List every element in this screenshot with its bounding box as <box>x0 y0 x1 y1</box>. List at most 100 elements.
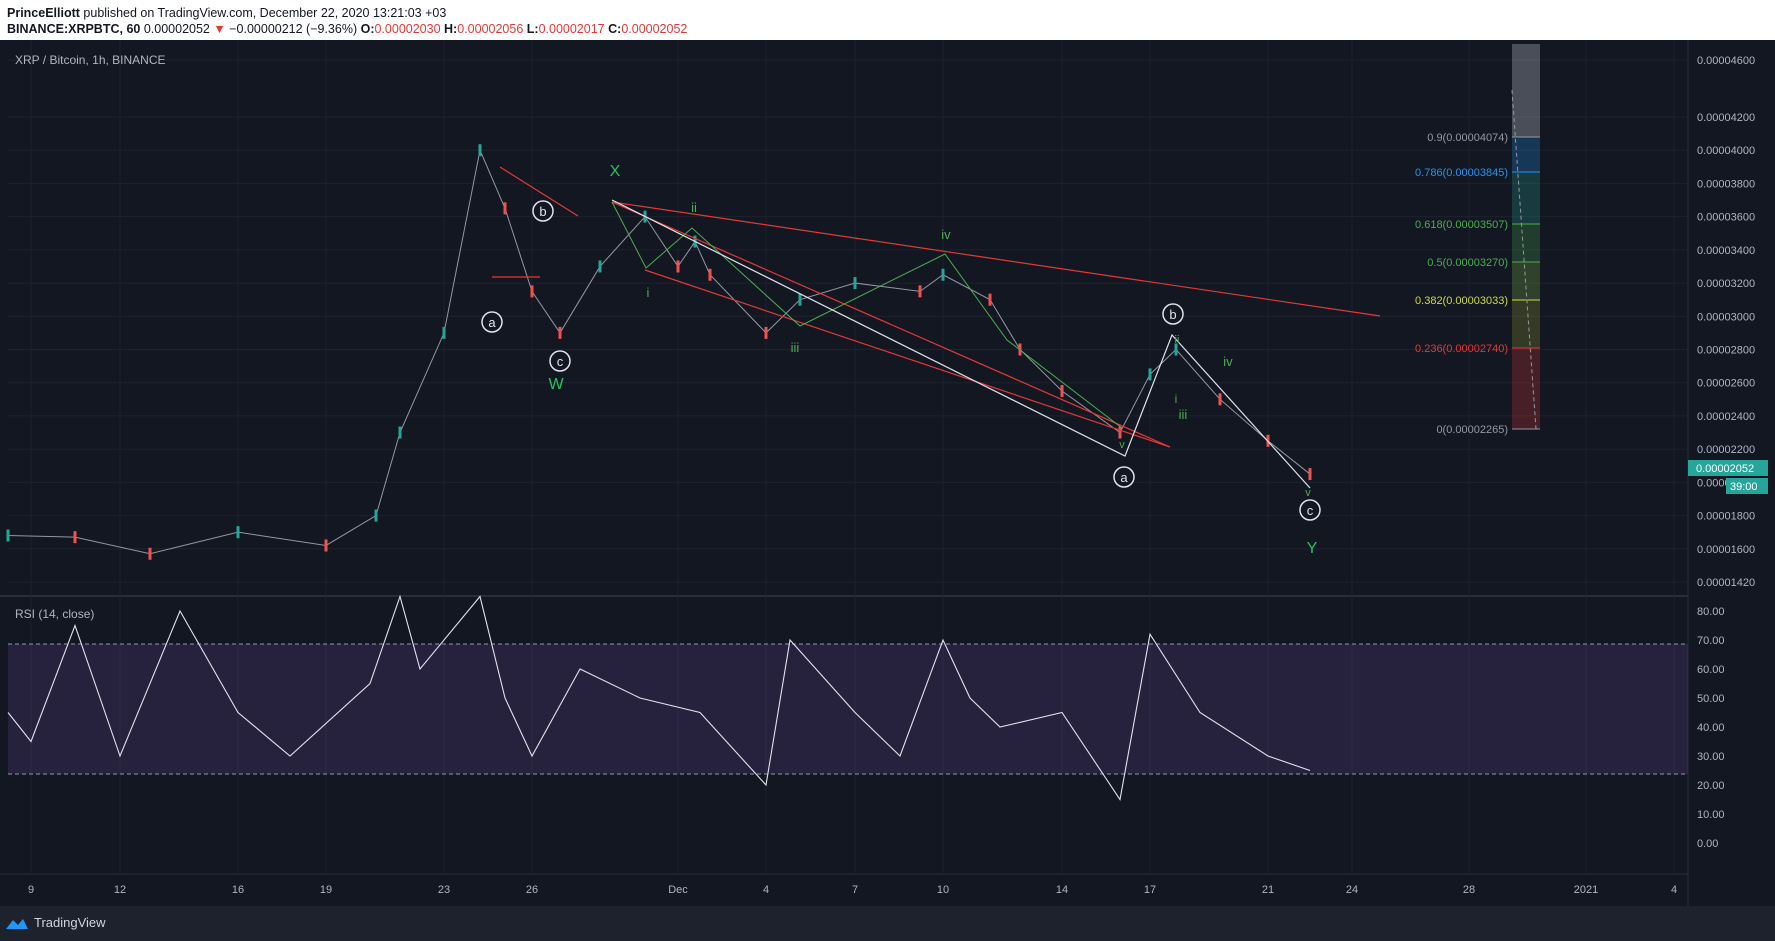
candle-marker[interactable] <box>918 285 922 298</box>
fib-retracement[interactable] <box>1511 44 1540 430</box>
time-axis-tick: 17 <box>1144 884 1156 896</box>
high-value: 0.00002056 <box>457 22 524 36</box>
candle-marker[interactable] <box>853 277 857 290</box>
footer-brand[interactable]: TradingView <box>34 915 106 930</box>
countdown-tag-text: 39:00 <box>1730 481 1758 493</box>
white-wave-a[interactable] <box>611 199 1311 489</box>
price-axis-tick: 0.00003600 <box>1697 212 1755 224</box>
time-axis-tick: Dec <box>668 884 688 896</box>
wave-label: iii <box>1179 407 1188 422</box>
candle-marker[interactable] <box>478 144 482 157</box>
wave-label: b <box>1169 307 1176 322</box>
time-axis-tick: 24 <box>1346 884 1358 896</box>
price-axis-tick: 0.00001800 <box>1697 511 1755 523</box>
candle-marker[interactable] <box>530 285 534 298</box>
candle-marker[interactable] <box>558 326 562 339</box>
tradingview-logo-icon[interactable] <box>4 916 30 932</box>
fib-level-label: 0.786(0.00003845) <box>1415 167 1508 179</box>
time-axis-tick: 7 <box>852 884 858 896</box>
low-value: 0.00002017 <box>538 22 605 36</box>
price-axis-tick: 0.00004600 <box>1697 55 1755 67</box>
candle-marker[interactable] <box>1118 426 1122 439</box>
rsi-title: RSI (14, close) <box>15 607 94 621</box>
rsi-axis-tick: 70.00 <box>1697 635 1725 647</box>
price-change: −0.00000212 (−9.36%) <box>229 22 358 36</box>
wave-label-circle <box>1299 499 1321 521</box>
countdown-tag <box>1726 478 1768 494</box>
wave-label: W <box>548 376 564 393</box>
wave-label: ii <box>1175 334 1180 346</box>
price-axis-tick: 0.00003200 <box>1697 278 1755 290</box>
symbol-label: BINANCE:XRPBTC, 60 <box>7 22 141 36</box>
price-axis-tick: 0.00002600 <box>1697 378 1755 390</box>
candle-marker[interactable] <box>1218 393 1222 406</box>
candle-marker[interactable] <box>798 293 802 306</box>
candle-marker[interactable] <box>442 326 446 339</box>
down-arrow-icon: ▼ <box>213 22 226 36</box>
fib-level-label: 0(0.00002265) <box>1436 424 1508 436</box>
candle-marker[interactable] <box>236 526 240 539</box>
candle-marker[interactable] <box>374 509 378 522</box>
candle-marker[interactable] <box>1308 468 1312 481</box>
candle-marker[interactable] <box>988 293 992 306</box>
candle-marker[interactable] <box>598 260 602 273</box>
time-axis-tick: 28 <box>1463 884 1475 896</box>
candle-marker[interactable] <box>708 268 712 281</box>
wave-label: c <box>1307 503 1314 518</box>
candle-marker[interactable] <box>6 529 10 542</box>
wave-label: iii <box>791 340 800 355</box>
footer-bar: TradingView <box>0 906 1775 941</box>
last-price-tag-text: 0.00002052 <box>1696 463 1754 475</box>
chart-title: XRP / Bitcoin, 1h, BINANCE <box>15 53 166 67</box>
author-name[interactable]: PrinceElliott <box>7 6 80 20</box>
open-value: 0.00002030 <box>374 22 441 36</box>
wave-label-circle <box>532 200 554 222</box>
wave-label: i <box>1175 392 1178 406</box>
wave-label: b <box>539 204 546 219</box>
time-axis-tick: 10 <box>937 884 949 896</box>
candle-marker[interactable] <box>676 260 680 273</box>
wave-label: c <box>557 354 564 369</box>
chart-canvas[interactable]: 0.9(0.00004074) 0.786(0.00003845) 0.618(0.… <box>0 40 1775 906</box>
wave-label-circle <box>549 350 571 372</box>
candle-marker[interactable] <box>941 268 945 281</box>
wave-label: iv <box>1223 354 1233 369</box>
rsi-axis-tick: 80.00 <box>1697 606 1725 618</box>
candle-marker[interactable] <box>764 326 768 339</box>
fib-level-label: 0.9(0.00004074) <box>1427 132 1508 144</box>
candle-marker[interactable] <box>1148 368 1152 381</box>
green-wave-path[interactable] <box>611 201 1123 429</box>
last-price: 0.00002052 <box>143 22 210 36</box>
time-axis-tick: 19 <box>320 884 332 896</box>
wave-label: ii <box>691 200 697 215</box>
candle-marker[interactable] <box>1174 343 1178 356</box>
time-axis-tick: 26 <box>526 884 538 896</box>
candle-marker[interactable] <box>148 547 152 560</box>
price-axis-tick: 0.00001420 <box>1697 577 1755 589</box>
wave-label: i <box>647 285 650 300</box>
low-label: L: <box>526 22 539 36</box>
fib-level-label: 0.236(0.00002740) <box>1415 343 1508 355</box>
price-axis-tick: 0.00003800 <box>1697 178 1755 190</box>
price-axis-tick: 0.00001600 <box>1697 544 1755 556</box>
ohlc-line: BINANCE:XRPBTC, 60 0.00002052 ▼ −0.00000… <box>7 22 687 36</box>
last-price-tag <box>1688 460 1768 476</box>
wave-label: v <box>1305 487 1311 499</box>
candle-marker[interactable] <box>398 426 402 439</box>
rsi-axis-tick: 30.00 <box>1697 751 1725 763</box>
price-axis-tick: 0.00003400 <box>1697 245 1755 257</box>
candle-marker[interactable] <box>1060 385 1064 398</box>
rsi-axis-tick: 0.00 <box>1697 838 1718 850</box>
price-axis-tick: 0.00003000 <box>1697 311 1755 323</box>
red-trendlines[interactable] <box>492 166 1381 448</box>
candle-marker[interactable] <box>73 531 77 544</box>
wave-label-circle <box>1113 466 1135 488</box>
time-axis-tick: 2021 <box>1574 884 1598 896</box>
candle-marker[interactable] <box>324 539 328 552</box>
open-label: O: <box>360 22 375 36</box>
candle-marker[interactable] <box>503 202 507 215</box>
rsi-line[interactable] <box>7 594 1311 801</box>
high-label: H: <box>444 22 458 36</box>
close-value: 0.00002052 <box>621 22 688 36</box>
fib-level-label: 0.5(0.00003270) <box>1427 257 1508 269</box>
